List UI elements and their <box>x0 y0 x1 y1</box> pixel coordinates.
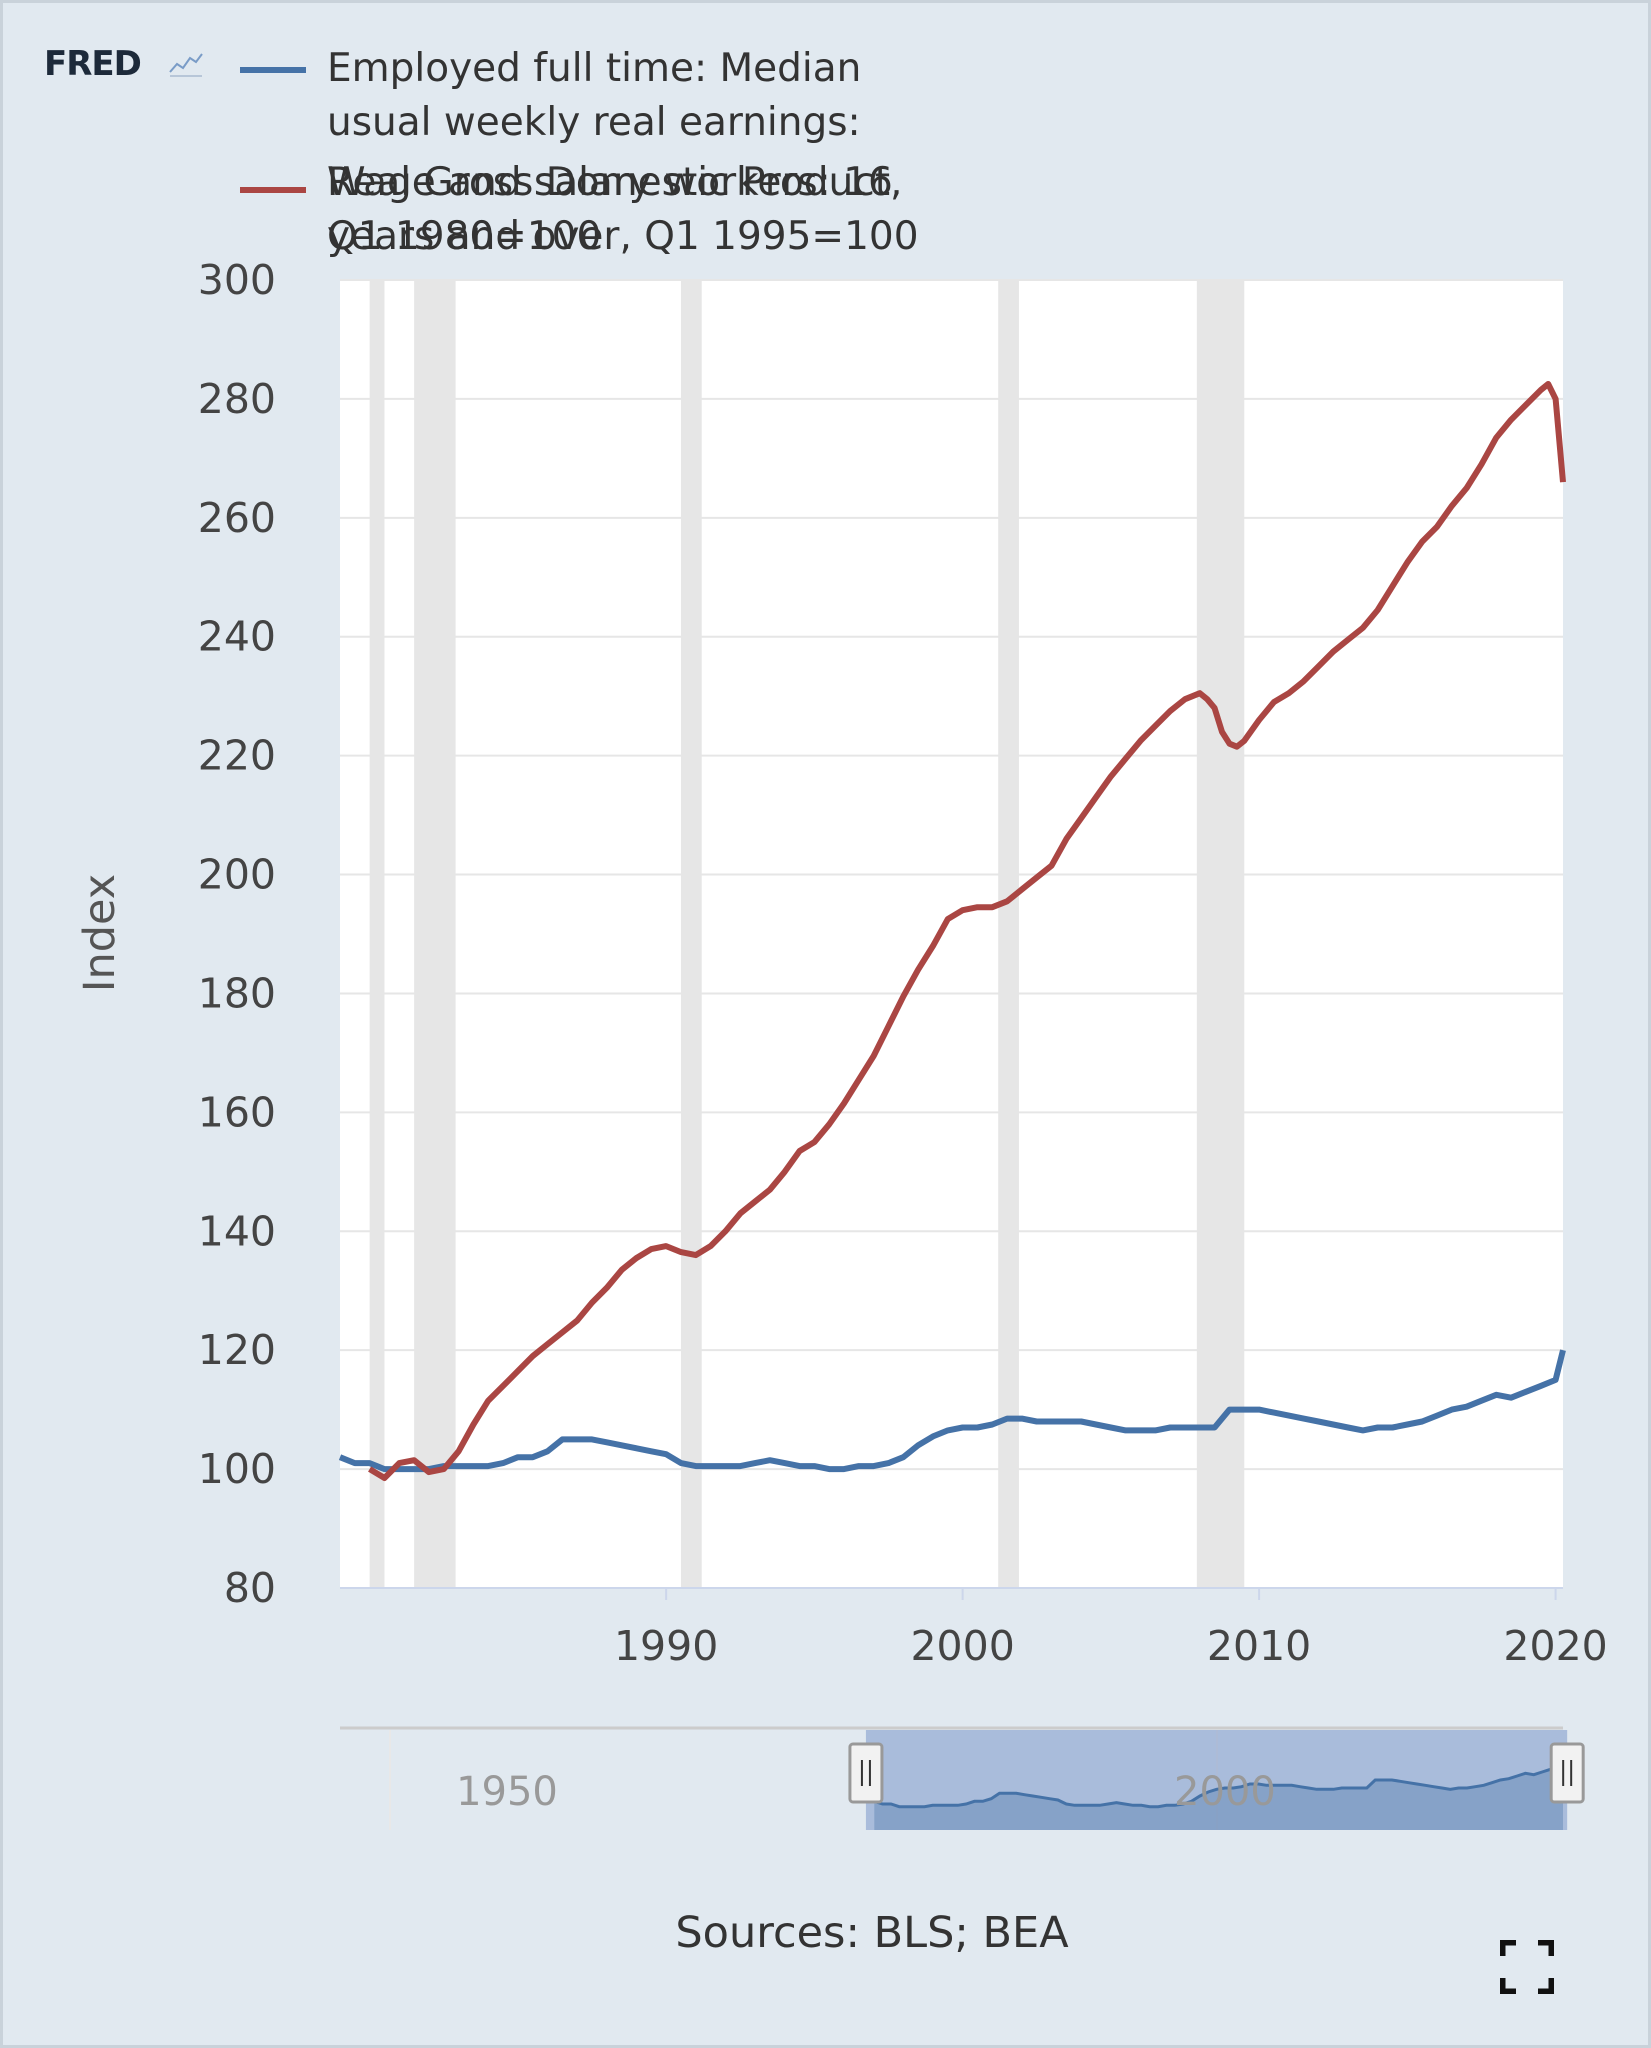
y-tick-label: 140 <box>198 1207 276 1255</box>
legend-label-earnings[interactable]: Employed full time: Median usual weekly … <box>327 46 862 145</box>
y-tick-label: 160 <box>198 1088 276 1136</box>
recession-band <box>414 280 456 1588</box>
range-navigator[interactable]: 1950 2000 <box>0 1700 1651 1880</box>
sources-text: Sources: BLS; BEA <box>675 1908 1069 1958</box>
main-chart[interactable]: 80 100 120 140 160 180 200 220 240 260 280 300 1990 2… <box>0 0 1651 1700</box>
y-tick-label: 300 <box>198 256 276 304</box>
y-tick-label: 240 <box>198 613 276 661</box>
recession-band <box>1196 280 1245 1588</box>
y-tick-label: 80 <box>224 1564 276 1612</box>
legend-label-gdp[interactable]: Real Gross Domestic Product, Q1 1980=100 <box>327 160 903 259</box>
navigator-label: 1950 <box>456 1769 558 1815</box>
sparkline-icon <box>169 53 203 77</box>
y-tick-label: 100 <box>198 1445 276 1493</box>
series-line-gdp <box>368 381 1566 1481</box>
legend-swatch-gdp <box>240 187 306 193</box>
fullscreen-icon[interactable] <box>1500 1940 1554 1994</box>
y-tick-label: 180 <box>198 969 276 1017</box>
navigator-label: 2000 <box>1174 1769 1276 1815</box>
series-line-earnings <box>338 1349 1566 1473</box>
y-tick-label: 200 <box>198 851 276 899</box>
plot-area <box>340 280 1563 1588</box>
recession-band <box>369 280 385 1588</box>
legend-swatch-earnings <box>240 67 306 73</box>
navigator-selected-range <box>865 1730 1568 1830</box>
legend-label-earnings-continued: Wage and salary workers: 16 years and ov… <box>327 160 919 259</box>
y-tick-label: 280 <box>198 375 276 423</box>
y-tick-label: 220 <box>198 732 276 780</box>
navigator-series-line <box>873 1752 1565 1809</box>
drag-handle-icon <box>1549 1742 1585 1804</box>
x-tick-label: 2000 <box>910 1622 1014 1670</box>
x-tick-label: 2020 <box>1503 1622 1607 1670</box>
fred-logo[interactable]: FRED <box>44 44 142 84</box>
recession-band <box>998 280 1019 1588</box>
drag-handle-icon <box>848 1742 884 1804</box>
y-tick-label: 120 <box>198 1326 276 1374</box>
y-tick-label: 260 <box>198 494 276 542</box>
navigator-series-area <box>874 1753 1563 1830</box>
x-tick-label: 1990 <box>614 1622 718 1670</box>
x-tick-label: 2010 <box>1207 1622 1311 1670</box>
recession-band <box>680 280 702 1588</box>
navigator-handle-right[interactable] <box>1549 1742 1585 1804</box>
navigator-handle-left[interactable] <box>848 1742 884 1804</box>
